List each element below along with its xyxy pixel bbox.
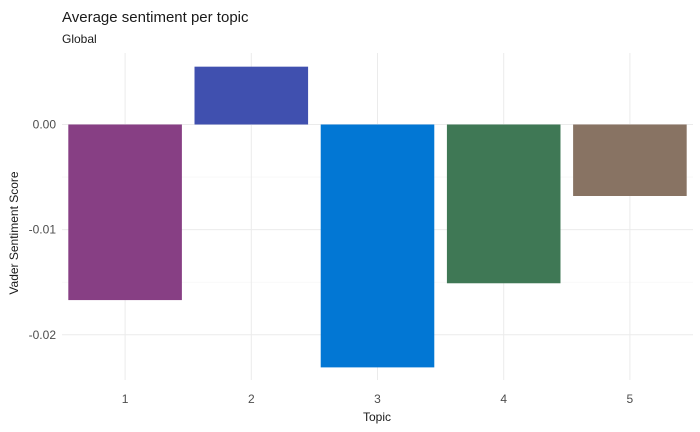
bar-topic-5: [573, 124, 687, 196]
y-axis-title: Vader Sentiment Score: [7, 171, 21, 295]
y-tick-label: -0.02: [29, 328, 57, 342]
chart-subtitle: Global: [62, 32, 97, 46]
x-axis-title: Topic: [363, 410, 391, 424]
bar-topic-3: [320, 124, 435, 368]
x-tick-label: 2: [248, 392, 255, 406]
bar-topic-4: [446, 124, 561, 284]
bar-topic-2: [194, 66, 309, 125]
bars: [68, 66, 687, 368]
x-axis-ticks: 1 2 3 4 5: [122, 392, 634, 406]
x-tick-label: 1: [122, 392, 129, 406]
y-tick-label: 0.00: [33, 117, 57, 131]
y-axis-ticks: 0.00 -0.01 -0.02: [29, 117, 57, 341]
x-tick-label: 5: [627, 392, 634, 406]
x-tick-label: 3: [374, 392, 381, 406]
chart-title: Average sentiment per topic: [62, 9, 249, 26]
y-tick-label: -0.01: [29, 223, 57, 237]
bar-topic-1: [68, 124, 182, 301]
x-tick-label: 4: [500, 392, 507, 406]
